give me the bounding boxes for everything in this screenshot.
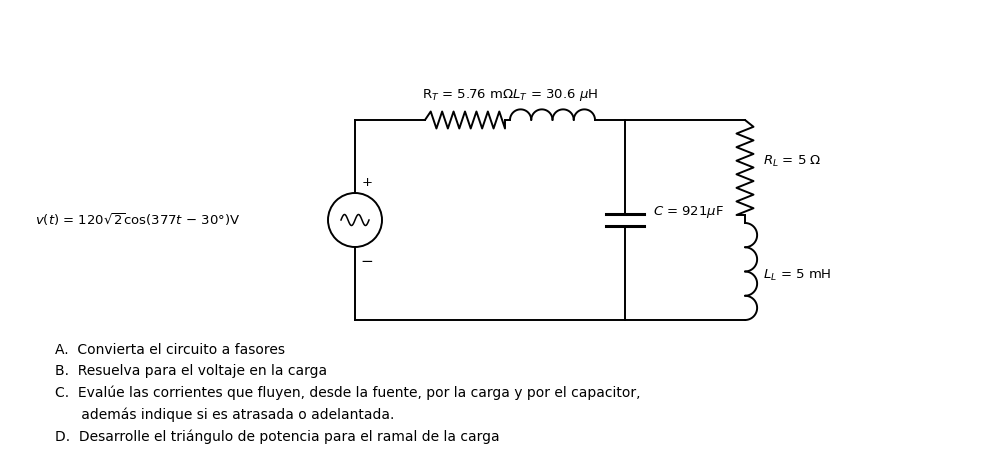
Text: $R_L$ = 5 $\Omega$: $R_L$ = 5 $\Omega$ xyxy=(763,154,822,169)
Text: A.  Convierta el circuito a fasores: A. Convierta el circuito a fasores xyxy=(55,343,285,357)
Text: C.  Evalúe las corrientes que fluyen, desde la fuente, por la carga y por el cap: C. Evalúe las corrientes que fluyen, des… xyxy=(55,386,641,400)
Text: −: − xyxy=(361,255,374,269)
Text: $C$ = 921$\mu$F: $C$ = 921$\mu$F xyxy=(653,204,724,220)
Text: $v(t)$ = 120$\sqrt{2}$cos(377$t$ − 30°)V: $v(t)$ = 120$\sqrt{2}$cos(377$t$ − 30°)V xyxy=(35,211,240,228)
Text: R$_T$ = 5.76 m$\Omega$$L_T$ = 30.6 $\mu$H: R$_T$ = 5.76 m$\Omega$$L_T$ = 30.6 $\mu$… xyxy=(422,87,598,103)
Text: $L_L$ = 5 mH: $L_L$ = 5 mH xyxy=(763,268,832,283)
Text: B.  Resuelva para el voltaje en la carga: B. Resuelva para el voltaje en la carga xyxy=(55,364,327,379)
Text: además indique si es atrasada o adelantada.: además indique si es atrasada o adelanta… xyxy=(55,408,394,422)
Text: +: + xyxy=(362,175,373,189)
Text: D.  Desarrolle el triángulo de potencia para el ramal de la carga: D. Desarrolle el triángulo de potencia p… xyxy=(55,429,499,444)
